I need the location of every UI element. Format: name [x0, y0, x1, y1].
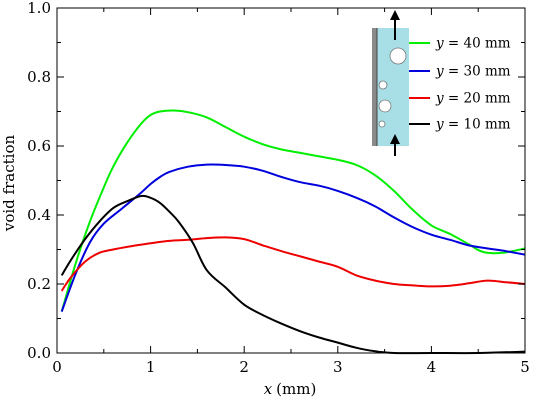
x-tick-label: 3	[333, 358, 343, 376]
legend-label: y = 10 mm	[435, 117, 511, 133]
flow-arrow-up-icon	[390, 10, 400, 40]
y-tick-label: 0.0	[27, 344, 51, 362]
x-tick-label: 0	[52, 358, 62, 376]
x-tick-label: 2	[239, 358, 249, 376]
series-line-20-mm	[60, 236, 526, 292]
x-tick-label: 4	[427, 358, 437, 376]
x-axis-unit: (mm)	[276, 380, 316, 398]
x-axis-label: x (mm)	[264, 380, 317, 398]
bubble	[378, 120, 386, 128]
y-tick-label: 0.6	[27, 137, 51, 155]
series-lines	[60, 109, 526, 355]
schematic-inset	[372, 10, 409, 156]
axis-ticks: 0 1 2 3 4 5 0.0 0.2 0.4 0.6 0.8 1.0	[27, 0, 530, 376]
y-tick-label: 0.4	[27, 206, 51, 224]
bubble	[378, 99, 392, 113]
heated-wall	[372, 28, 377, 146]
series-line-10-mm	[60, 194, 526, 355]
x-tick-label: 5	[520, 358, 530, 376]
flow-arrow-inlet-icon	[390, 134, 400, 156]
y-tick-label: 0.8	[27, 68, 51, 86]
y-tick-label: 0.2	[27, 275, 51, 293]
x-tick-label: 1	[146, 358, 156, 376]
legend-label: y = 40 mm	[435, 36, 511, 52]
series-line-40-mm	[60, 109, 526, 312]
y-axis-label: void fraction	[0, 135, 18, 233]
legend-label: y = 20 mm	[435, 91, 511, 107]
legend: y = 40 mm y = 30 mm y = 20 mm y = 10 mm	[409, 36, 511, 133]
bubble	[389, 47, 407, 65]
legend-label: y = 30 mm	[435, 64, 511, 80]
y-tick-label: 1.0	[27, 0, 51, 17]
bubble	[378, 80, 388, 90]
x-axis-variable: x	[264, 380, 273, 398]
